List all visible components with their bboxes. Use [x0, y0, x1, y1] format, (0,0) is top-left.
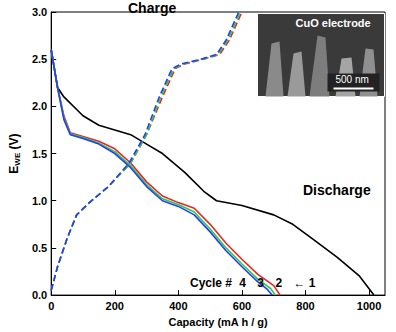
svg-text:CuO electrode: CuO electrode	[296, 17, 371, 29]
svg-text:0: 0	[48, 300, 54, 312]
svg-text:2: 2	[275, 276, 282, 290]
svg-text:Capacity (mA h / g): Capacity (mA h / g)	[168, 316, 268, 328]
svg-text:← 1: ← 1	[293, 276, 315, 290]
svg-text:1.0: 1.0	[32, 195, 47, 207]
svg-text:3: 3	[257, 276, 264, 290]
svg-text:400: 400	[169, 300, 187, 312]
svg-text:Cycle #: Cycle #	[190, 276, 232, 290]
svg-text:0.5: 0.5	[32, 242, 47, 254]
svg-text:2.5: 2.5	[32, 53, 47, 65]
svg-text:E: E	[7, 166, 21, 174]
svg-text:Charge: Charge	[128, 0, 176, 16]
svg-text:800: 800	[296, 300, 314, 312]
svg-text:500 nm: 500 nm	[336, 74, 369, 85]
svg-text:1000: 1000	[357, 300, 381, 312]
svg-text:600: 600	[233, 300, 251, 312]
svg-text:4: 4	[239, 276, 246, 290]
svg-text:1.5: 1.5	[32, 148, 47, 160]
svg-text:WE: WE	[13, 152, 22, 166]
svg-text:200: 200	[106, 300, 124, 312]
svg-text:2.0: 2.0	[32, 100, 47, 112]
svg-text:(V): (V)	[7, 133, 21, 152]
svg-text:0.0: 0.0	[32, 289, 47, 301]
svg-text:3.0: 3.0	[32, 6, 47, 18]
svg-text:Discharge: Discharge	[303, 182, 371, 198]
